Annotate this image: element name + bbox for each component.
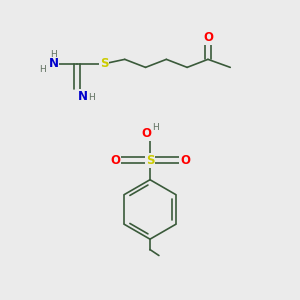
- Text: S: S: [146, 154, 154, 167]
- Text: H: H: [50, 50, 57, 59]
- Text: H: H: [88, 93, 95, 102]
- Text: O: O: [203, 31, 213, 44]
- Text: O: O: [141, 127, 152, 140]
- Text: N: N: [77, 90, 88, 103]
- Text: H: H: [40, 65, 46, 74]
- Text: O: O: [180, 154, 190, 167]
- Text: N: N: [48, 57, 59, 70]
- Text: O: O: [110, 154, 120, 167]
- Text: S: S: [100, 57, 108, 70]
- Text: H: H: [153, 123, 159, 132]
